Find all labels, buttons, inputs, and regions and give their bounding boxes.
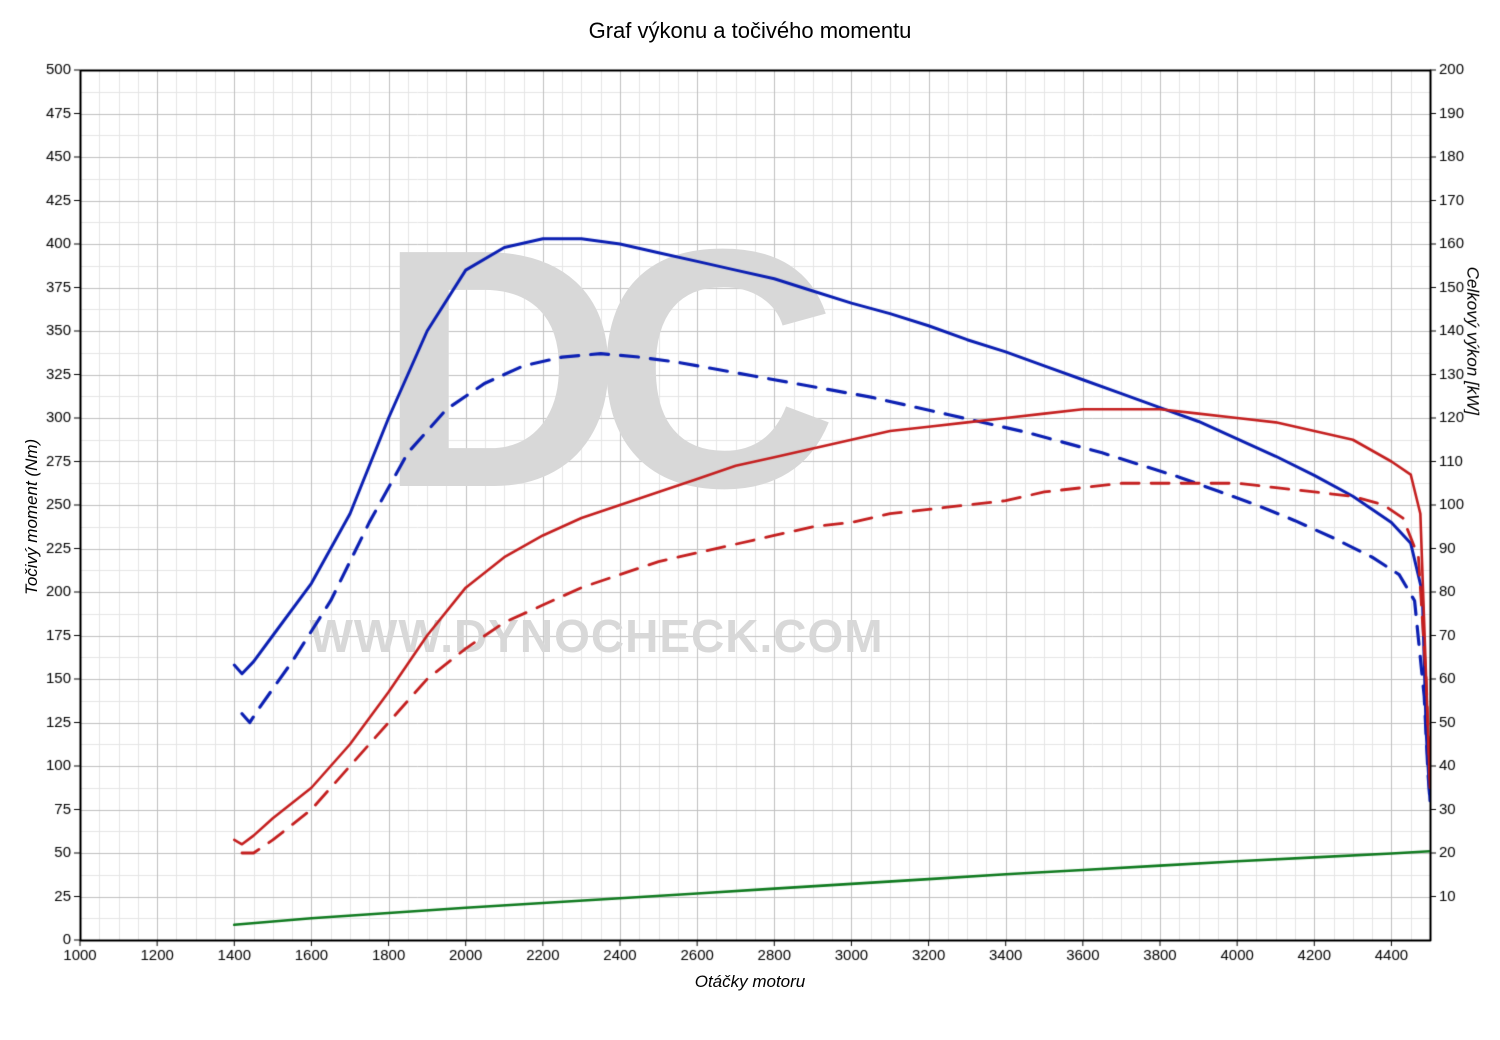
x-axis-label: Otáčky motoru bbox=[0, 972, 1500, 992]
y-axis-right-label: Celkový výkon [kW] bbox=[1462, 267, 1482, 415]
lines-canvas bbox=[0, 0, 1500, 1040]
chart-title: Graf výkonu a točivého momentu bbox=[0, 18, 1500, 44]
chart-container: DC WWW.DYNOCHECK.COM Graf výkonu a točiv… bbox=[0, 0, 1500, 1040]
y-axis-left-label: Točivý moment (Nm) bbox=[22, 439, 42, 595]
